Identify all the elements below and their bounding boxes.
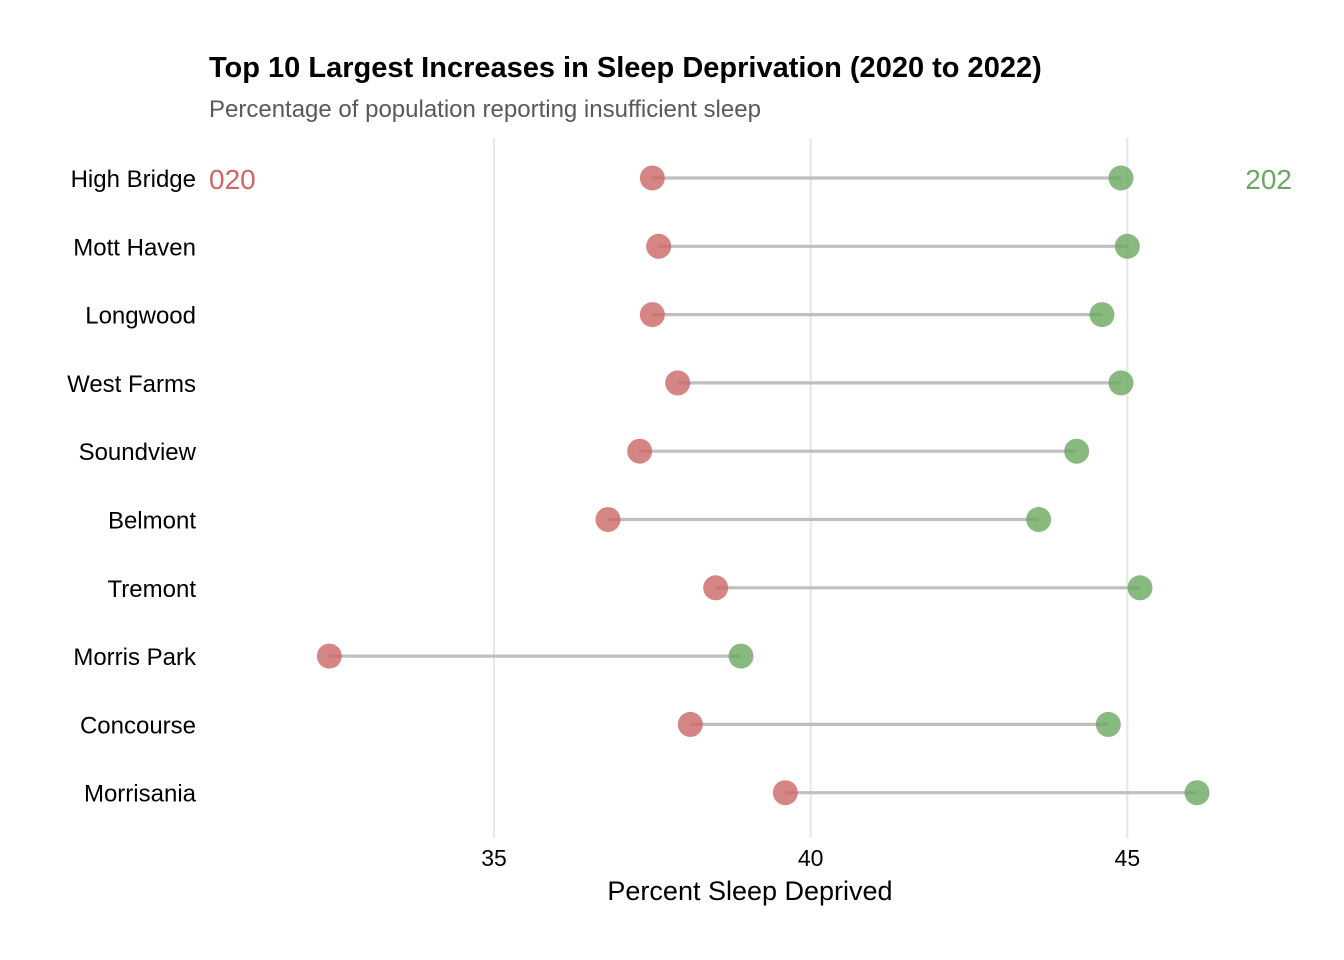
- category-labels: High Bridge Mott Haven Longwood West Farms S…: [67, 166, 197, 808]
- end-point: [1064, 438, 1090, 464]
- start-point: [646, 233, 672, 259]
- category-label: Mott Haven: [73, 234, 196, 261]
- category-label: West Farms: [67, 371, 196, 398]
- start-point: [316, 643, 342, 669]
- start-point: [627, 438, 653, 464]
- category-label: Belmont: [108, 508, 196, 535]
- end-point: [728, 643, 754, 669]
- end-point: [1114, 233, 1140, 259]
- chart-subtitle: Percentage of population reporting insuf…: [209, 96, 761, 123]
- category-label: Tremont: [108, 576, 197, 603]
- start-point: [677, 711, 703, 737]
- category-label: High Bridge: [71, 166, 196, 193]
- start-point: [595, 507, 621, 532]
- grid-lines: [493, 138, 1129, 838]
- x-tick-label: 40: [798, 845, 824, 871]
- category-label: Soundview: [79, 439, 197, 466]
- start-point: [639, 302, 665, 328]
- end-point: [1095, 711, 1121, 737]
- left-year-annotation: 020: [209, 164, 256, 195]
- start-point: [639, 165, 665, 191]
- data-points: [316, 165, 1210, 806]
- end-point: [1089, 302, 1115, 328]
- x-axis-title: Percent Sleep Deprived: [607, 876, 892, 906]
- x-axis-ticks: 35 40 45: [481, 845, 1140, 871]
- start-point: [772, 780, 798, 806]
- category-label: Concourse: [80, 712, 196, 739]
- chart-title: Top 10 Largest Increases in Sleep Depriv…: [209, 52, 1042, 84]
- end-point: [1108, 370, 1134, 396]
- category-label: Morris Park: [73, 644, 197, 671]
- x-tick-label: 35: [481, 845, 507, 871]
- start-point: [703, 575, 729, 601]
- category-label: Longwood: [85, 303, 196, 330]
- end-point: [1127, 575, 1153, 601]
- end-point: [1026, 507, 1052, 532]
- x-tick-label: 45: [1115, 845, 1141, 871]
- end-point: [1108, 165, 1134, 191]
- category-label: Morrisania: [84, 781, 197, 808]
- start-point: [665, 370, 691, 396]
- dumbbell-segments: [329, 176, 1197, 795]
- end-point: [1184, 780, 1210, 806]
- right-year-annotation: 202: [1245, 164, 1292, 195]
